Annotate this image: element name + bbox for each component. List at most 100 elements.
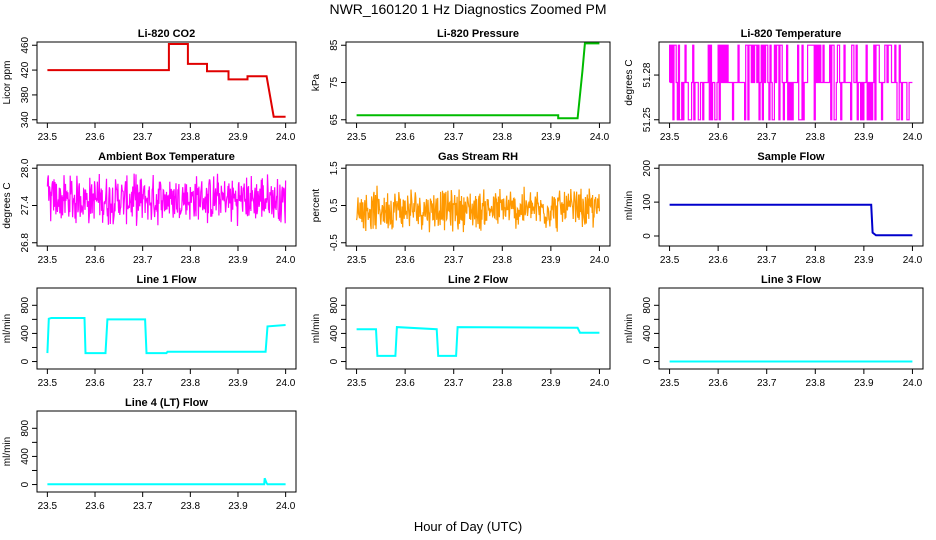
x-tick-label: 23.7 [444, 378, 464, 389]
x-tick-label: 23.9 [854, 378, 874, 389]
x-tick-label: 24.0 [590, 255, 610, 266]
y-axis-label: Licor ppm [2, 61, 13, 105]
y-tick-label: 800 [20, 297, 31, 314]
panel-title: Line 2 Flow [448, 274, 508, 286]
x-tick-label: 23.8 [181, 378, 201, 389]
y-axis-label: ml/min [624, 191, 635, 220]
x-axis-title: Hour of Day (UTC) [414, 519, 522, 534]
panel-7: Line 1 Flow 23.5 23.6 23.7 23.8 23.9 24.0 0 400 8… [2, 274, 297, 389]
y-tick-label: 400 [329, 325, 340, 342]
x-tick-label: 23.7 [757, 255, 777, 266]
x-tick-label: 24.0 [276, 378, 296, 389]
x-tick-label: 23.5 [660, 255, 680, 266]
y-axis-label: degrees C [624, 59, 635, 105]
series-line [47, 477, 286, 486]
y-tick-label: 1.5 [329, 161, 340, 175]
y-tick-label: 0 [642, 358, 653, 364]
plot-frame [36, 41, 297, 124]
x-tick-label: 23.7 [133, 501, 153, 512]
y-tick-label: 800 [20, 420, 31, 437]
series-line [356, 326, 600, 357]
x-tick-label: 23.6 [708, 255, 728, 266]
y-tick-label: 27.4 [20, 195, 31, 215]
chart-panels: Li-820 CO2 23.5 23.6 23.7 23.8 23.9 24.0 340 380… [2, 28, 924, 512]
y-tick-label: -0.5 [329, 234, 340, 252]
x-tick-label: 24.0 [903, 378, 923, 389]
plot-frame [345, 41, 611, 124]
plot-frame [658, 287, 924, 370]
x-tick-label: 24.0 [276, 255, 296, 266]
y-tick-label: 0 [642, 233, 653, 239]
x-tick-label: 23.9 [854, 255, 874, 266]
x-tick-label: 23.6 [395, 378, 415, 389]
y-tick-label: 420 [20, 61, 31, 78]
y-tick-label: 26.8 [20, 233, 31, 253]
figure-title: NWR_160120 1 Hz Diagnostics Zoomed PM [329, 1, 606, 17]
panel-title: Line 4 (LT) Flow [125, 397, 208, 409]
y-axis-label: ml/min [2, 314, 13, 343]
x-tick-label: 23.9 [541, 255, 561, 266]
x-tick-label: 23.8 [181, 255, 201, 266]
y-axis-label: degrees C [2, 182, 13, 228]
x-tick-label: 23.5 [347, 378, 367, 389]
x-tick-label: 23.8 [806, 132, 826, 143]
x-tick-label: 23.5 [347, 255, 367, 266]
x-tick-label: 24.0 [903, 132, 923, 143]
y-tick-label: 51.28 [642, 62, 653, 87]
panel-title: Li-820 Pressure [437, 28, 519, 40]
x-tick-label: 23.5 [38, 132, 58, 143]
y-tick-label: 28.0 [20, 158, 31, 178]
y-tick-label: 0.5 [329, 198, 340, 212]
x-tick-label: 23.8 [493, 255, 513, 266]
x-tick-label: 23.5 [38, 378, 58, 389]
x-tick-label: 24.0 [903, 255, 923, 266]
series-line [47, 43, 286, 118]
y-tick-label: 85 [329, 39, 340, 51]
plot-frame [658, 164, 924, 247]
panel-title: Gas Stream RH [438, 151, 518, 163]
y-tick-label: 400 [642, 325, 653, 342]
panel-1: Li-820 CO2 23.5 23.6 23.7 23.8 23.9 24.0 340 380… [2, 28, 297, 143]
series-line [356, 42, 600, 120]
x-tick-label: 23.8 [806, 378, 826, 389]
y-tick-label: 65 [329, 114, 340, 126]
y-tick-label: 100 [642, 193, 653, 210]
x-tick-label: 23.7 [444, 132, 464, 143]
x-tick-label: 23.6 [85, 501, 105, 512]
panel-title: Ambient Box Temperature [98, 151, 235, 163]
y-tick-label: 0 [329, 358, 340, 364]
panel-5: Gas Stream RH 23.5 23.6 23.7 23.8 23.9 24.0 -0.… [311, 151, 611, 266]
plot-frame [36, 410, 297, 493]
y-tick-label: 800 [642, 297, 653, 314]
y-tick-label: 340 [20, 111, 31, 128]
x-tick-label: 23.7 [133, 255, 153, 266]
y-axis-label: percent [311, 189, 322, 223]
x-tick-label: 23.9 [228, 255, 248, 266]
series-line [356, 185, 600, 233]
x-tick-label: 23.8 [493, 378, 513, 389]
y-tick-label: 460 [20, 36, 31, 53]
x-tick-label: 24.0 [276, 501, 296, 512]
y-tick-label: 200 [642, 159, 653, 176]
x-tick-label: 23.5 [38, 501, 58, 512]
x-tick-label: 23.9 [854, 132, 874, 143]
y-tick-label: 400 [20, 448, 31, 465]
x-tick-label: 24.0 [590, 378, 610, 389]
x-tick-label: 23.8 [806, 255, 826, 266]
y-tick-label: 75 [329, 77, 340, 89]
y-axis-label: ml/min [311, 314, 322, 343]
y-axis-label: ml/min [624, 314, 635, 343]
x-tick-label: 23.9 [541, 132, 561, 143]
plot-frame [36, 287, 297, 370]
series-line [669, 203, 913, 237]
x-tick-label: 23.6 [85, 378, 105, 389]
x-tick-label: 23.7 [757, 378, 777, 389]
y-axis-label: kPa [311, 73, 322, 91]
panel-9: Line 3 Flow 23.5 23.6 23.7 23.8 23.9 24.0 0 400 8… [624, 274, 924, 389]
panel-10: Line 4 (LT) Flow 23.5 23.6 23.7 23.8 23.9 24.0… [2, 397, 297, 512]
x-tick-label: 23.5 [38, 255, 58, 266]
x-tick-label: 24.0 [590, 132, 610, 143]
y-tick-label: 0 [20, 481, 31, 487]
panel-title: Li-820 CO2 [138, 28, 195, 40]
plot-frame [345, 287, 611, 370]
